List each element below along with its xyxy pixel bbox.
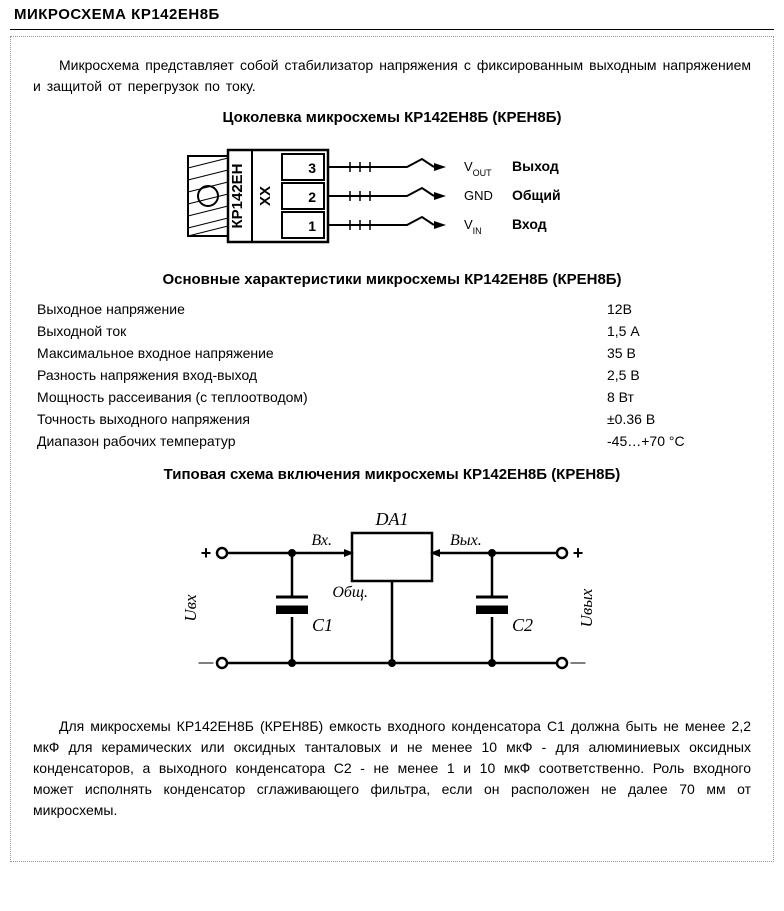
pin3-sym: VOUT (464, 159, 492, 178)
c2-label: C2 (512, 615, 533, 635)
uin-minus: — (199, 654, 214, 671)
uin-plus: + (201, 543, 212, 563)
circuit-svg: DA1 Вх. Вых. Общ. C1 C2 Uвх + — Uвых + — (172, 493, 612, 693)
footer-paragraph: Для микросхемы КР142ЕН8Б (КРЕН8Б) емкост… (33, 716, 751, 821)
pin1-sym: VIN (464, 217, 482, 236)
specs-table: Выходное напряжение12В Выходной ток1,5 А… (33, 298, 751, 452)
common-label: Общ. (332, 584, 368, 601)
content-box: Микросхема представляет собой стабилизат… (10, 36, 774, 862)
pin-num-3: 3 (308, 160, 316, 176)
pin2-name: Общий (512, 187, 561, 203)
spec-label: Разность напряжения вход-выход (33, 364, 603, 386)
table-row: Диапазон рабочих температур-45…+70 °С (33, 430, 751, 452)
spec-value: ±0.36 В (603, 408, 751, 430)
pin-num-2: 2 (308, 189, 316, 205)
spec-label: Выходной ток (33, 320, 603, 342)
uout-plus: + (573, 543, 584, 563)
page: МИКРОСХЕМА КР142ЕН8Б Микросхема представ… (0, 0, 784, 882)
circuit-heading: Типовая схема включения микросхемы КР142… (33, 466, 751, 483)
intro-paragraph: Микросхема представляет собой стабилизат… (33, 55, 751, 97)
chip-sub-label: XX (257, 186, 274, 206)
table-row: Выходной ток1,5 А (33, 320, 751, 342)
spec-value: 35 В (603, 342, 751, 364)
specs-heading: Основные характеристики микросхемы КР142… (33, 271, 751, 288)
table-row: Максимальное входное напряжение35 В (33, 342, 751, 364)
page-title: МИКРОСХЕМА КР142ЕН8Б (10, 0, 774, 30)
pin-num-1: 1 (308, 218, 316, 234)
pin2-sym: GND (464, 188, 493, 203)
uout-label: Uвых (577, 588, 596, 627)
pin3-name: Выход (512, 158, 559, 174)
circuit-diagram: DA1 Вх. Вых. Общ. C1 C2 Uвх + — Uвых + — (33, 493, 751, 696)
pinout-svg: КР142ЕН XX 3 2 1 (182, 136, 602, 256)
spec-value: 2,5 В (603, 364, 751, 386)
chip-label: КР142ЕН (229, 163, 246, 228)
table-row: Разность напряжения вход-выход2,5 В (33, 364, 751, 386)
table-row: Выходное напряжение12В (33, 298, 751, 320)
in-label: Вх. (311, 532, 332, 549)
uin-label: Uвх (181, 594, 200, 622)
c1-label: C1 (312, 615, 333, 635)
spec-value: 1,5 А (603, 320, 751, 342)
pinout-heading: Цоколевка микросхемы КР142ЕН8Б (КРЕН8Б) (33, 109, 751, 126)
pinout-diagram: КР142ЕН XX 3 2 1 (33, 136, 751, 259)
spec-value: -45…+70 °С (603, 430, 751, 452)
spec-value: 12В (603, 298, 751, 320)
uout-minus: — (571, 654, 586, 671)
spec-label: Мощность рассеивания (с теплоотводом) (33, 386, 603, 408)
spec-label: Точность выходного напряжения (33, 408, 603, 430)
spec-value: 8 Вт (603, 386, 751, 408)
spec-label: Максимальное входное напряжение (33, 342, 603, 364)
spec-label: Выходное напряжение (33, 298, 603, 320)
spec-label: Диапазон рабочих температур (33, 430, 603, 452)
pin1-name: Вход (512, 216, 547, 232)
table-row: Точность выходного напряжения±0.36 В (33, 408, 751, 430)
table-row: Мощность рассеивания (с теплоотводом)8 В… (33, 386, 751, 408)
da-label: DA1 (375, 509, 409, 529)
out-label: Вых. (450, 532, 482, 549)
